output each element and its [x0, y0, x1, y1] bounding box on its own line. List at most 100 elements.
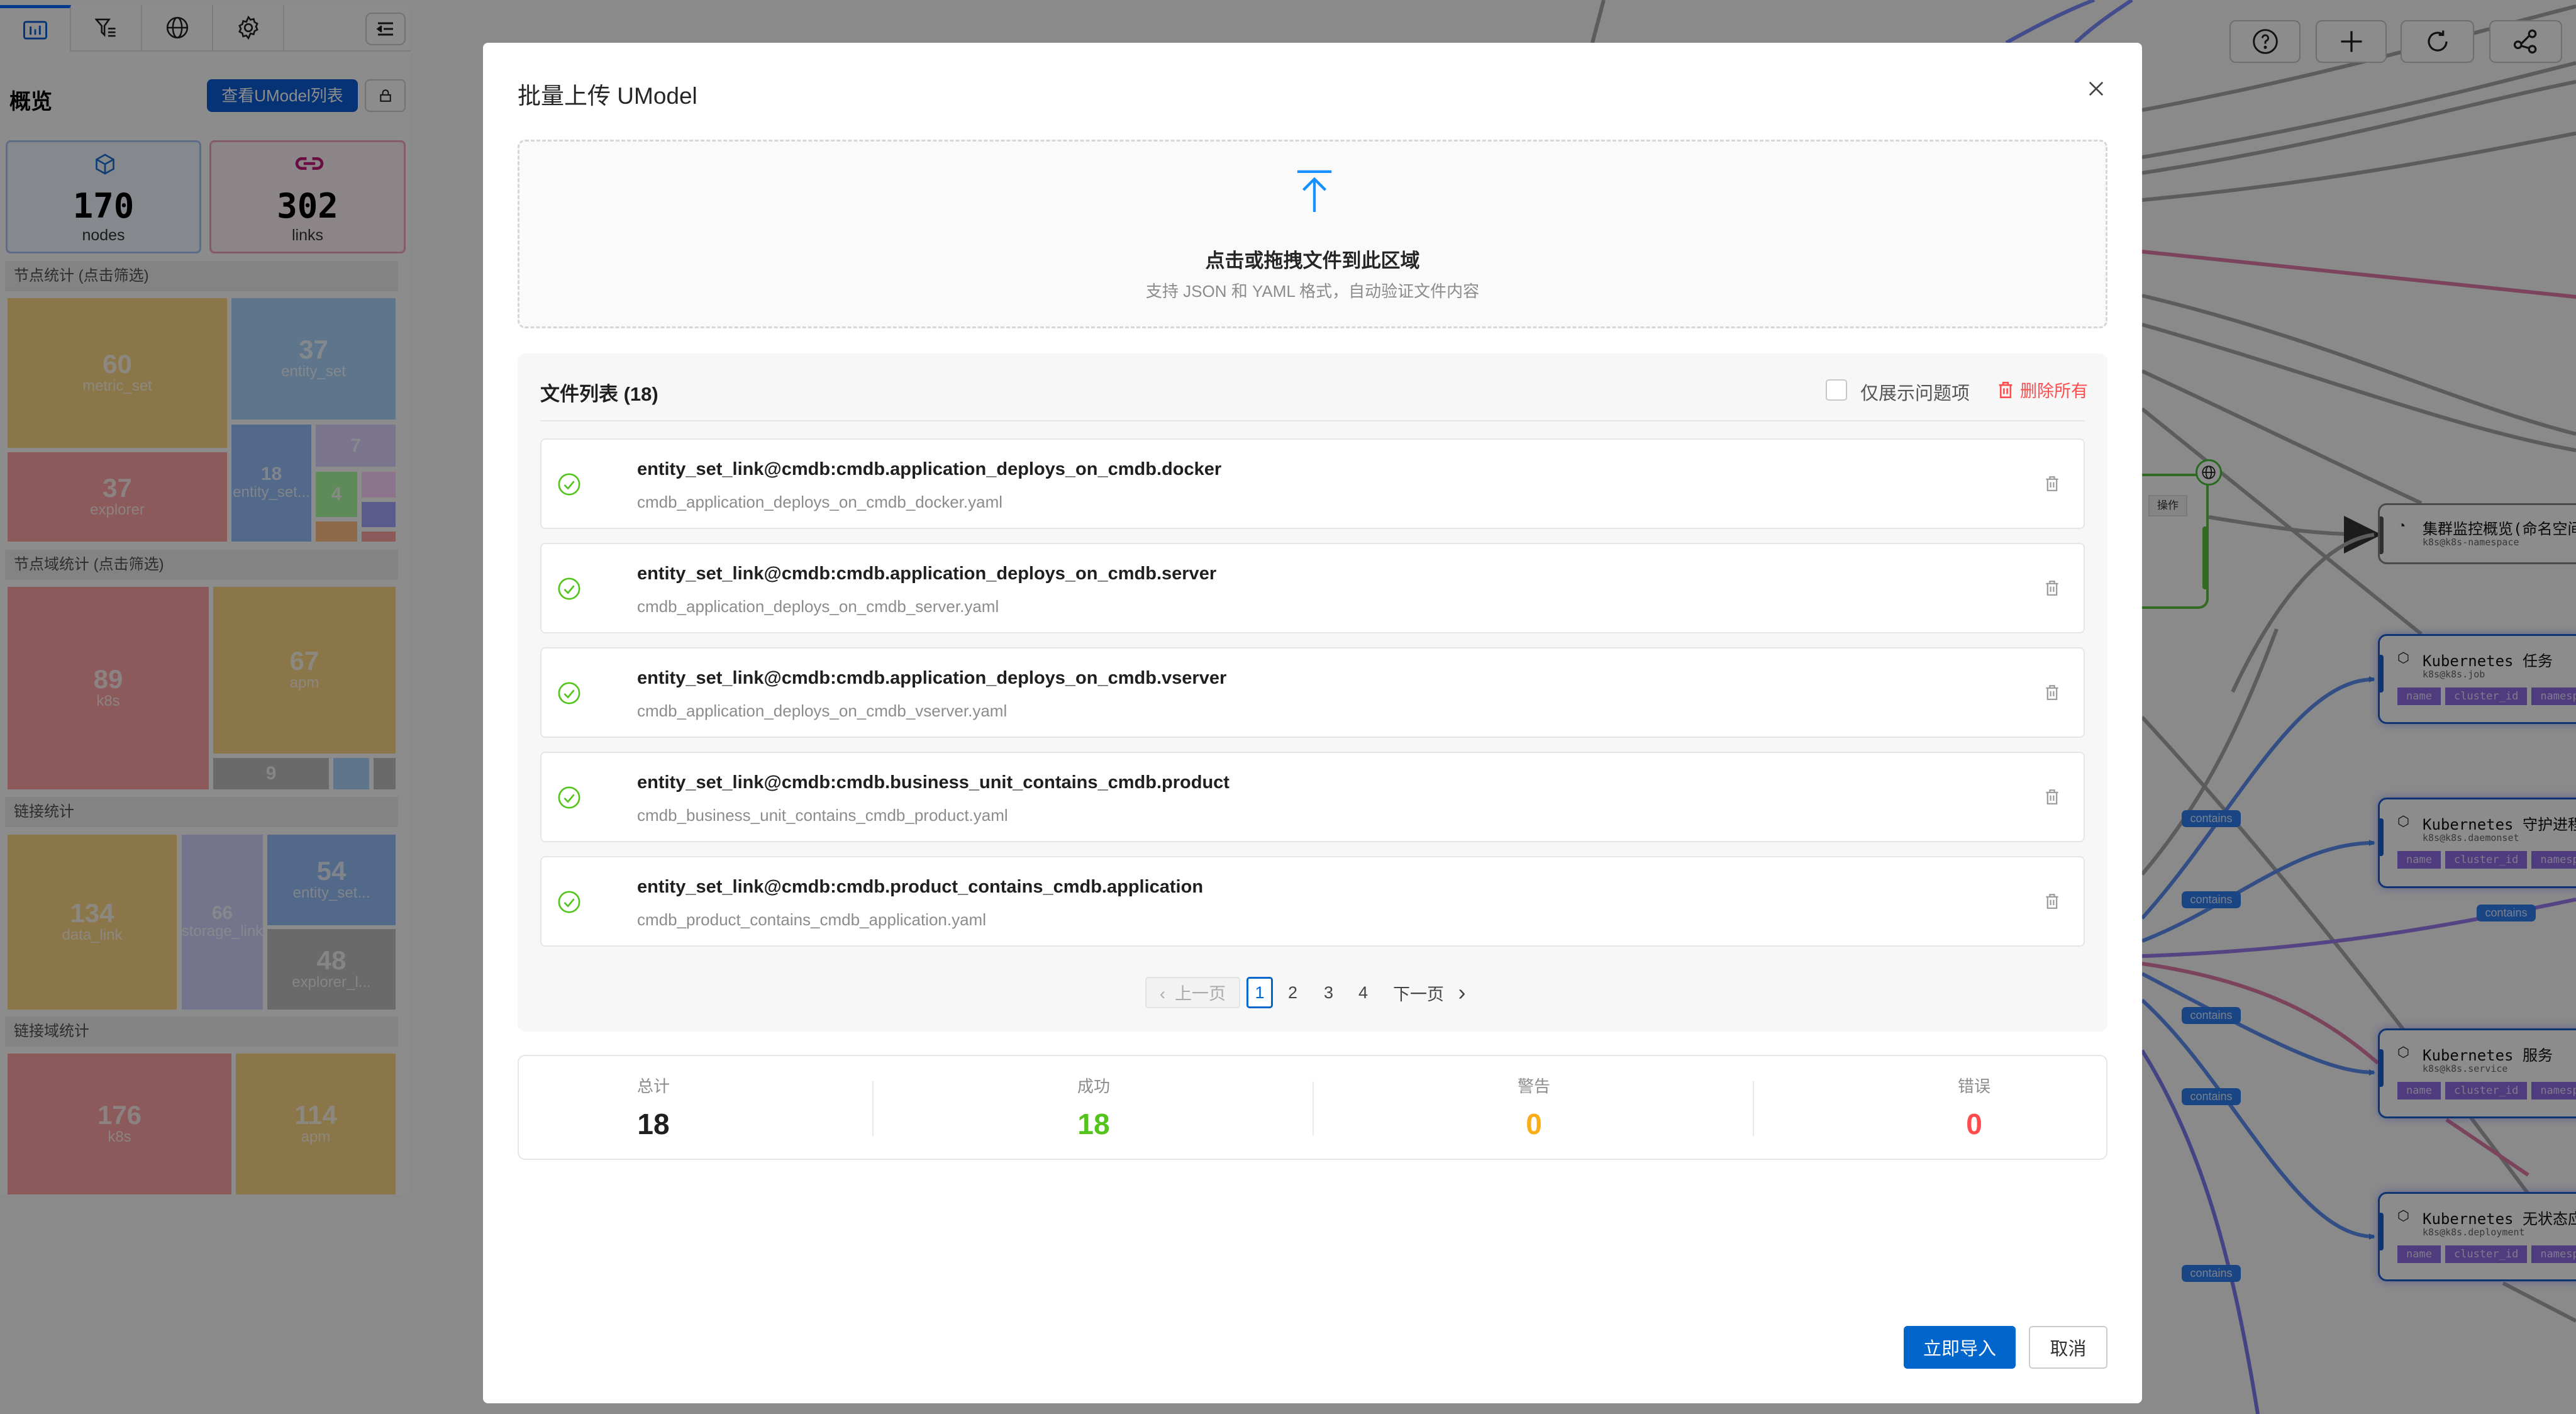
file-list-item[interactable]: entity_set_link@cmdb:cmdb.application_de… [540, 647, 2085, 738]
page-1[interactable]: 1 [1246, 977, 1273, 1008]
next-page-button[interactable]: 下一页 › [1393, 977, 1466, 1008]
lock-button[interactable] [365, 79, 406, 112]
treemap-cell[interactable]: 66 storage_link [182, 835, 263, 1010]
treemap-cell[interactable]: 37 explorer [8, 452, 227, 542]
gear-icon [238, 15, 258, 40]
node-tag: name [2397, 688, 2441, 705]
treemap-cell[interactable]: 54 entity_set... [267, 835, 396, 925]
page-2[interactable]: 2 [1288, 983, 1298, 1002]
prev-page-button[interactable]: ‹ 上一页 [1145, 977, 1240, 1008]
treemap-label: metric_set [82, 377, 152, 394]
nodes-card[interactable]: 170 nodes [6, 140, 201, 253]
file-list-item[interactable]: entity_set_link@cmdb:cmdb.application_de… [540, 543, 2085, 633]
treemap-cell[interactable] [316, 521, 357, 542]
treemap-cell[interactable] [333, 758, 369, 789]
import-stats: 总计 18 成功 18 警告 0 错误 0 [518, 1055, 2107, 1160]
delete-file-button[interactable] [2045, 684, 2060, 704]
treemap-cell[interactable]: 67 apm [213, 587, 396, 754]
upload-dropzone[interactable]: 点击或拖拽文件到此区域 支持 JSON 和 YAML 格式，自动验证文件内容 [518, 140, 2107, 328]
treemap-cell[interactable] [362, 472, 396, 498]
treemap-cell[interactable]: 48 explorer_l... [267, 929, 396, 1010]
treemap-cell[interactable] [362, 502, 396, 527]
file-model-name: entity_set_link@cmdb:cmdb.business_unit_… [637, 772, 1230, 793]
node-port[interactable] [2380, 655, 2384, 693]
treemap-label: entity_set [281, 363, 346, 381]
refresh-button[interactable] [2401, 20, 2474, 63]
tab-settings[interactable] [213, 5, 284, 52]
treemap-value: 48 [316, 945, 347, 975]
treemap-cell[interactable]: 89 k8s [8, 587, 209, 789]
treemap-cell[interactable]: 60 metric_set [8, 298, 227, 448]
file-model-name: entity_set_link@cmdb:cmdb.application_de… [637, 668, 1227, 688]
graph-edge [2208, 515, 2382, 554]
only-issues-checkbox[interactable] [1826, 379, 1847, 401]
graph-node[interactable]: ⬡ Kubernetes 服务 k8s@k8s.service name cluster… [2378, 1028, 2576, 1118]
node-tag: cluster_id [2445, 851, 2528, 869]
edge-label[interactable]: contains [2182, 810, 2241, 827]
graph-node[interactable]: ⬡ Kubernetes 任务 k8s@k8s.job name cluster_id n… [2378, 634, 2576, 724]
lock-icon [379, 89, 391, 102]
sidebar-title: 概览 [9, 90, 52, 114]
only-issues-label[interactable]: 仅展示问题项 [1860, 384, 1970, 404]
graph-node[interactable]: ⬡ Kubernetes 守护进程集k8s@k8s.daemonset namecl… [2378, 798, 2576, 888]
treemap-cell[interactable]: 176 k8s [8, 1054, 231, 1194]
edge-label[interactable]: contains [2182, 1007, 2241, 1024]
treemap-cell[interactable]: 4 [316, 472, 357, 517]
delete-file-button[interactable] [2045, 475, 2060, 496]
node-port[interactable] [2380, 818, 2384, 856]
bar-chart-icon [23, 20, 47, 40]
tab-domain[interactable] [142, 5, 213, 52]
node-port[interactable] [2380, 516, 2384, 554]
file-list-item[interactable]: entity_set_link@cmdb:cmdb.product_contai… [540, 856, 2085, 947]
edge-label[interactable]: contains [2182, 1265, 2241, 1282]
links-card[interactable]: 302 links [209, 140, 406, 253]
stat-3: 错误 0 [1848, 1056, 2100, 1141]
view-umodel-list-button[interactable]: 查看UModel列表 [207, 79, 358, 112]
delete-all-button[interactable]: 删除所有 [1997, 377, 2088, 402]
treemap-cell[interactable]: 37 entity_set [231, 298, 396, 420]
treemap-cell[interactable] [374, 758, 396, 789]
file-list-item[interactable]: entity_set_link@cmdb:cmdb.business_unit_… [540, 752, 2085, 842]
node-port[interactable] [2380, 1049, 2384, 1087]
page-3[interactable]: 3 [1324, 983, 1334, 1002]
delete-file-button[interactable] [2045, 579, 2060, 600]
globe-icon[interactable] [2196, 459, 2222, 486]
node-tag: name [2397, 1245, 2441, 1263]
node-port[interactable] [2380, 1213, 2384, 1250]
edge-label[interactable]: contains [2477, 905, 2536, 921]
graph-node[interactable]: ⬡ Kubernetes 无状态应用k8s@k8s.deployment namec… [2378, 1192, 2576, 1281]
dropzone-hint: 支持 JSON 和 YAML 格式，自动验证文件内容 [1145, 282, 1480, 301]
treemap-cell[interactable] [362, 532, 396, 542]
batch-upload-modal: 批量上传 UModel 点击或拖拽文件到此区域 支持 JSON 和 YAML 格… [483, 43, 2142, 1403]
page-4[interactable]: 4 [1358, 983, 1368, 1002]
help-button[interactable] [2229, 20, 2301, 63]
graph-edge [2141, 962, 2379, 1065]
refresh-icon [2427, 30, 2448, 52]
links-label: links [291, 226, 323, 244]
tab-filter[interactable] [71, 5, 142, 52]
trash-icon [2046, 476, 2058, 491]
cancel-button[interactable]: 取消 [2029, 1326, 2107, 1369]
treemap-cell[interactable]: 7 [316, 425, 396, 467]
stat-value: 18 [1077, 1108, 1110, 1140]
edge-label[interactable]: contains [2182, 1088, 2241, 1105]
file-list-item[interactable]: entity_set_link@cmdb:cmdb.application_de… [540, 438, 2085, 529]
trash-icon [2046, 685, 2058, 700]
delete-file-button[interactable] [2045, 893, 2060, 913]
treemap-cell[interactable]: 9 [213, 758, 329, 789]
treemap-value: 37 [103, 472, 132, 503]
close-button[interactable] [2085, 78, 2107, 99]
treemap-cell[interactable]: 18 entity_set... [231, 425, 311, 542]
treemap-cell[interactable]: 134 data_link [8, 835, 177, 1010]
edge-label[interactable]: contains [2182, 891, 2241, 908]
delete-file-button[interactable] [2045, 788, 2060, 809]
import-now-button[interactable]: 立即导入 [1904, 1326, 2016, 1369]
collapse-button[interactable] [365, 13, 406, 45]
share-button[interactable] [2489, 20, 2562, 63]
add-button[interactable] [2316, 20, 2387, 63]
graph-node[interactable]: ◔ 集群监控概览(命名空间) k8s@k8s-namespace [2378, 503, 2576, 564]
treemap-cell[interactable]: 114 apm [236, 1054, 396, 1194]
tab-overview[interactable] [0, 5, 71, 52]
action-button[interactable]: 操作 [2148, 495, 2187, 516]
